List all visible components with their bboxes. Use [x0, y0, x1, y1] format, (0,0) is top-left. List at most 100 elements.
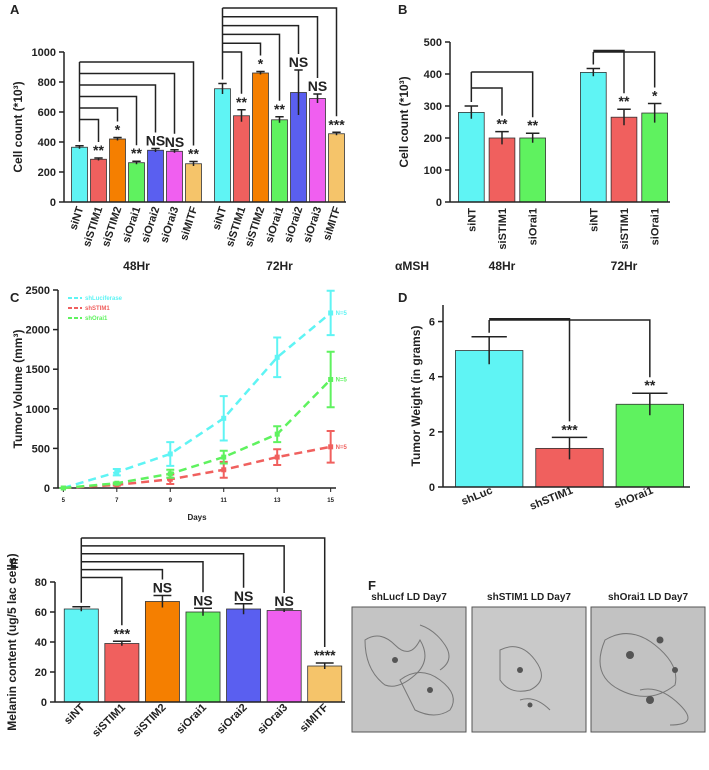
x-tick-label: 7: [115, 498, 119, 504]
error-bar: [525, 132, 540, 143]
x-tick-label: 11: [221, 498, 228, 504]
x-tick-label: siSTIM1: [619, 208, 631, 250]
error-bar: [189, 160, 198, 166]
x-tick-label: siMITF: [321, 205, 343, 242]
x-tick-label: shLuc: [460, 485, 495, 508]
cell-texture: [364, 624, 689, 726]
significance-label: **: [497, 116, 508, 132]
significance-label: NS: [153, 580, 172, 596]
error-bar: [647, 102, 662, 123]
bar: [128, 162, 145, 203]
bar: [90, 158, 107, 203]
bar: [615, 403, 684, 488]
data-point: [221, 454, 227, 460]
y-tick-label: 2: [429, 427, 435, 439]
legend-label: shOrai1: [85, 316, 108, 322]
panel-label: E: [10, 556, 19, 571]
significance-label: **: [93, 142, 104, 158]
bar: [144, 601, 180, 703]
x-tick-label: siSTIM1: [90, 702, 128, 740]
comparison-bracket: [78, 61, 195, 146]
significance-label: ***: [561, 421, 578, 437]
x-tick-label: shOrai1: [612, 485, 654, 511]
error-bar: [256, 70, 265, 75]
comparison-bracket: [592, 49, 656, 94]
y-tick-label: 400: [38, 137, 56, 149]
error-bar: [275, 608, 294, 612]
end-label: N=5: [336, 311, 348, 317]
y-tick-label: 1000: [26, 404, 50, 416]
error-bar: [471, 335, 507, 365]
bar: [580, 72, 607, 203]
comparison-bracket: [221, 7, 338, 117]
data-point: [221, 467, 227, 473]
data-point: [114, 480, 120, 486]
y-tick-label: 400: [424, 69, 442, 81]
x-tick-label: siSTIM2: [131, 702, 169, 740]
data-point: [114, 469, 120, 475]
data-point: [60, 485, 66, 491]
image-panel: F shLucf LD Day7 shSTIM1 LD Day7 shOrai1…: [351, 578, 706, 733]
comparison-bracket: [80, 537, 326, 647]
bar: [455, 350, 524, 488]
bar: [63, 608, 99, 703]
treatment-label: αMSH: [395, 259, 429, 273]
y-tick-label: 800: [38, 77, 56, 89]
bar: [458, 112, 485, 203]
panel-label: A: [10, 2, 20, 17]
data-point: [167, 476, 173, 482]
data-point: [274, 354, 280, 360]
significance-label: NS: [308, 78, 327, 94]
error-bar: [194, 607, 212, 616]
series-line: [63, 445, 331, 490]
bar: [104, 643, 140, 703]
y-tick-label: 200: [38, 167, 56, 179]
panel-label: D: [398, 290, 407, 305]
y-tick-label: 40: [35, 637, 47, 649]
x-tick-label: siSTIM1: [497, 208, 509, 250]
legend-label: shLuciferase: [85, 296, 123, 302]
bar: [226, 608, 262, 703]
y-axis-label: Melanin content (ug/5 lac cells): [5, 553, 19, 730]
bar: [307, 665, 343, 703]
y-tick-label: 500: [424, 37, 442, 49]
significance-label: **: [619, 93, 630, 109]
bar: [214, 88, 231, 203]
y-axis-label: Cell count (*10³): [11, 81, 25, 172]
bar: [185, 163, 202, 203]
y-tick-label: 500: [32, 443, 50, 455]
bar: [109, 138, 126, 203]
x-tick-label: siMITF: [178, 205, 200, 242]
bar: [488, 137, 516, 203]
y-tick-label: 1000: [32, 47, 56, 59]
significance-label: NS: [289, 54, 308, 70]
y-axis-label: Cell count (*10³): [397, 76, 411, 167]
comparison-bracket: [470, 71, 534, 118]
end-label: N=5: [336, 445, 348, 451]
x-tick-label: 15: [327, 498, 334, 504]
y-tick-label: 200: [424, 133, 442, 145]
data-point: [328, 444, 334, 450]
x-tick-label: siOrai1: [650, 208, 662, 245]
error-bar: [94, 157, 103, 161]
y-tick-label: 2500: [26, 285, 50, 297]
bar: [309, 98, 326, 203]
significance-label: **: [527, 117, 538, 133]
y-tick-label: 100: [424, 165, 442, 177]
x-tick-label: siOrai1: [174, 702, 209, 737]
series-line: [62, 312, 332, 490]
significance-label: NS: [146, 132, 165, 148]
group-label: 48Hr: [123, 259, 150, 273]
bar: [252, 72, 269, 203]
y-tick-label: 600: [38, 107, 56, 119]
y-tick-label: 0: [44, 483, 50, 495]
y-tick-label: 0: [50, 197, 56, 209]
y-tick-label: 1500: [26, 364, 50, 376]
x-tick-label: siOrai2: [215, 702, 250, 737]
bar: [166, 150, 183, 203]
significance-label: *: [258, 56, 264, 72]
bar: [610, 116, 638, 203]
significance-label: NS: [193, 592, 212, 608]
significance-label: ***: [114, 625, 131, 641]
